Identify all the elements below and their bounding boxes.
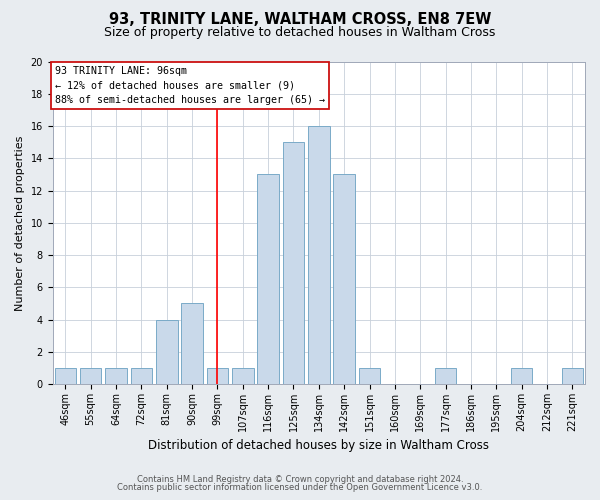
Bar	[283, 142, 304, 384]
Bar	[308, 126, 329, 384]
Text: Size of property relative to detached houses in Waltham Cross: Size of property relative to detached ho…	[104, 26, 496, 39]
Bar	[562, 368, 583, 384]
Text: 93 TRINITY LANE: 96sqm
← 12% of detached houses are smaller (9)
88% of semi-deta: 93 TRINITY LANE: 96sqm ← 12% of detached…	[55, 66, 325, 105]
Bar	[206, 368, 228, 384]
Text: Contains public sector information licensed under the Open Government Licence v3: Contains public sector information licen…	[118, 484, 482, 492]
Bar	[511, 368, 532, 384]
Text: Contains HM Land Registry data © Crown copyright and database right 2024.: Contains HM Land Registry data © Crown c…	[137, 475, 463, 484]
Bar	[131, 368, 152, 384]
Text: 93, TRINITY LANE, WALTHAM CROSS, EN8 7EW: 93, TRINITY LANE, WALTHAM CROSS, EN8 7EW	[109, 12, 491, 28]
Bar	[80, 368, 101, 384]
Bar	[55, 368, 76, 384]
Bar	[435, 368, 457, 384]
Bar	[105, 368, 127, 384]
X-axis label: Distribution of detached houses by size in Waltham Cross: Distribution of detached houses by size …	[148, 440, 490, 452]
Bar	[156, 320, 178, 384]
Bar	[257, 174, 279, 384]
Bar	[232, 368, 254, 384]
Y-axis label: Number of detached properties: Number of detached properties	[15, 135, 25, 310]
Bar	[359, 368, 380, 384]
Bar	[181, 304, 203, 384]
Bar	[334, 174, 355, 384]
